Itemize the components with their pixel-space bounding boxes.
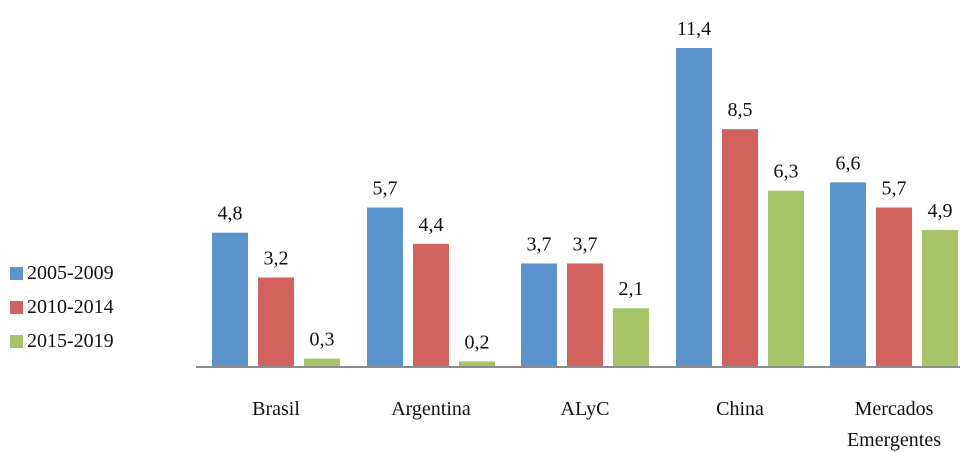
data-label: 8,5 bbox=[728, 99, 753, 121]
legend-item-2015-2019: 2015-2019 bbox=[10, 324, 114, 358]
category-label: Mercados bbox=[855, 398, 934, 420]
data-label: 3,7 bbox=[527, 233, 552, 255]
bar bbox=[258, 277, 294, 367]
legend-item-2010-2014: 2010-2014 bbox=[10, 290, 114, 324]
category-label: China bbox=[716, 398, 764, 420]
category-label: Argentina bbox=[391, 398, 471, 420]
bar bbox=[367, 207, 403, 367]
bar bbox=[459, 361, 495, 367]
bar bbox=[212, 232, 248, 367]
bar bbox=[567, 263, 603, 367]
data-label: 0,3 bbox=[310, 329, 335, 351]
data-label: 4,4 bbox=[419, 214, 444, 236]
data-label: 5,7 bbox=[373, 178, 398, 200]
legend-label: 2005-2009 bbox=[27, 261, 114, 284]
bar bbox=[413, 243, 449, 367]
data-label: 6,6 bbox=[836, 152, 861, 174]
data-label: 5,7 bbox=[882, 178, 907, 200]
data-label: 4,9 bbox=[928, 200, 953, 222]
data-label: 2,1 bbox=[619, 278, 644, 300]
data-label: 3,2 bbox=[264, 247, 289, 269]
legend-label: 2010-2014 bbox=[27, 295, 114, 318]
bar bbox=[922, 229, 958, 367]
legend-swatch bbox=[10, 300, 23, 314]
data-label: 0,2 bbox=[465, 331, 490, 353]
bar bbox=[521, 263, 557, 367]
legend-swatch bbox=[10, 266, 23, 280]
legend: 2005-2009 2010-2014 2015-2019 bbox=[10, 256, 114, 358]
bar bbox=[768, 190, 804, 367]
bar bbox=[876, 207, 912, 367]
legend-label: 2015-2019 bbox=[27, 329, 114, 352]
legend-item-2005-2009: 2005-2009 bbox=[10, 256, 114, 290]
bar bbox=[830, 182, 866, 367]
category-label: ALyC bbox=[561, 398, 610, 420]
bar bbox=[304, 358, 340, 367]
bar bbox=[722, 129, 758, 367]
category-label: Emergentes bbox=[847, 429, 941, 451]
data-label: 6,3 bbox=[774, 161, 799, 183]
bar bbox=[676, 48, 712, 367]
legend-swatch bbox=[10, 334, 23, 348]
bar bbox=[613, 308, 649, 367]
data-label: 11,4 bbox=[677, 18, 711, 40]
category-label: Brasil bbox=[252, 398, 300, 420]
data-label: 3,7 bbox=[573, 233, 598, 255]
data-label: 4,8 bbox=[218, 203, 243, 225]
